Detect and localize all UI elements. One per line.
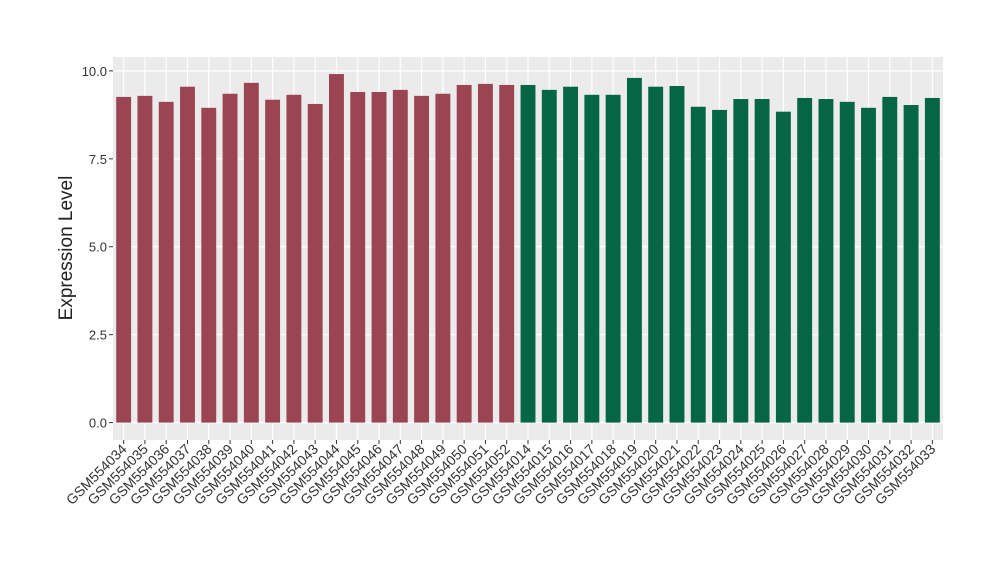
bar (414, 95, 430, 423)
y-tick-label: 0.0 (89, 416, 107, 431)
bar (584, 94, 600, 423)
y-tick-label: 10.0 (82, 64, 107, 79)
bar (201, 107, 217, 423)
bar (818, 99, 834, 423)
bar (733, 99, 749, 423)
y-tick-label: 7.5 (89, 152, 107, 167)
bar (222, 93, 238, 423)
bar (690, 106, 706, 423)
bar (520, 84, 536, 423)
bar (903, 105, 919, 423)
bar (712, 109, 727, 423)
bar (626, 77, 642, 423)
bar (477, 83, 493, 423)
bar (563, 86, 579, 423)
bar (243, 82, 259, 423)
bar (924, 97, 940, 423)
bar (116, 96, 132, 423)
bar (392, 89, 408, 423)
bar (669, 86, 685, 423)
bar (180, 86, 195, 423)
bar (541, 89, 557, 423)
bar (350, 91, 366, 423)
bar (307, 103, 323, 423)
bar (265, 99, 281, 423)
bar (286, 94, 302, 423)
bar (435, 93, 451, 423)
bar (882, 96, 898, 423)
y-axis-title: Expression Level (56, 176, 77, 321)
bar (371, 91, 387, 423)
bar (329, 74, 344, 423)
bar (456, 84, 472, 423)
bar (648, 86, 664, 423)
y-tick-label: 2.5 (89, 328, 107, 343)
bar (839, 101, 855, 423)
bar (754, 99, 770, 423)
bar (775, 111, 791, 423)
y-tick-label: 5.0 (89, 240, 107, 255)
bar (861, 107, 876, 423)
bar (137, 95, 153, 423)
bar (499, 84, 515, 423)
bar (158, 101, 174, 423)
bar (605, 94, 621, 423)
bar (797, 97, 813, 423)
